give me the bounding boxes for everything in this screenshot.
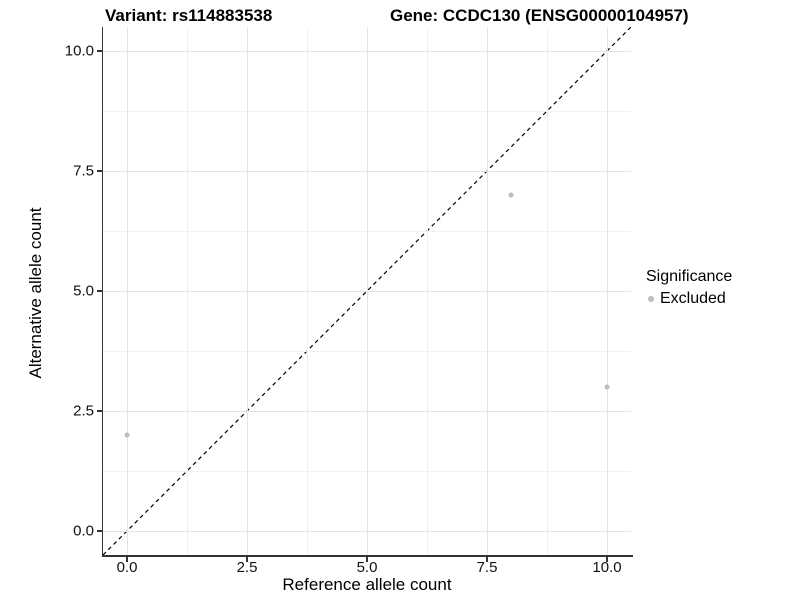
x-axis-tick (486, 556, 488, 562)
y-axis-tick (96, 290, 102, 292)
x-axis-tick (246, 556, 248, 562)
major-gridline-horizontal (103, 170, 631, 172)
data-point (604, 384, 610, 390)
x-tick-label: 5.0 (356, 559, 378, 576)
x-tick-label: 0.0 (116, 559, 138, 576)
x-axis-line (101, 555, 633, 557)
legend: Significance Excluded (646, 268, 732, 308)
x-axis-tick (126, 556, 128, 562)
y-axis-tick (96, 410, 102, 412)
x-tick-label: 10.0 (592, 559, 622, 576)
plot-title-gene: Gene: CCDC130 (ENSG00000104957) (390, 6, 689, 25)
legend-title: Significance (646, 268, 733, 285)
legend-item-label: Excluded (660, 290, 726, 307)
legend-key-dot-icon (648, 296, 654, 302)
major-gridline-horizontal (103, 50, 631, 52)
major-gridline-horizontal (103, 530, 631, 532)
major-gridline-horizontal (103, 290, 631, 292)
data-point (508, 192, 514, 198)
y-axis-tick (96, 170, 102, 172)
legend-item-excluded: Excluded (646, 290, 732, 308)
x-tick-label: 2.5 (236, 559, 258, 576)
x-tick-label: 7.5 (476, 559, 498, 576)
plot-panel (103, 27, 631, 555)
y-tick-label: 7.5 (73, 162, 94, 180)
plot-title-variant: Variant: rs114883538 (105, 6, 273, 25)
y-axis-tick (96, 530, 102, 532)
x-axis-title: Reference allele count (282, 575, 452, 594)
x-axis-tick (366, 556, 368, 562)
major-gridline-horizontal (103, 410, 631, 412)
y-tick-label: 0.0 (73, 522, 94, 540)
y-axis-line (101, 27, 103, 557)
y-tick-label: 5.0 (73, 282, 94, 300)
y-tick-label: 10.0 (64, 42, 94, 60)
data-point (124, 432, 130, 438)
y-axis-tick (96, 50, 102, 52)
x-axis-tick (606, 556, 608, 562)
y-tick-label: 2.5 (73, 402, 94, 420)
